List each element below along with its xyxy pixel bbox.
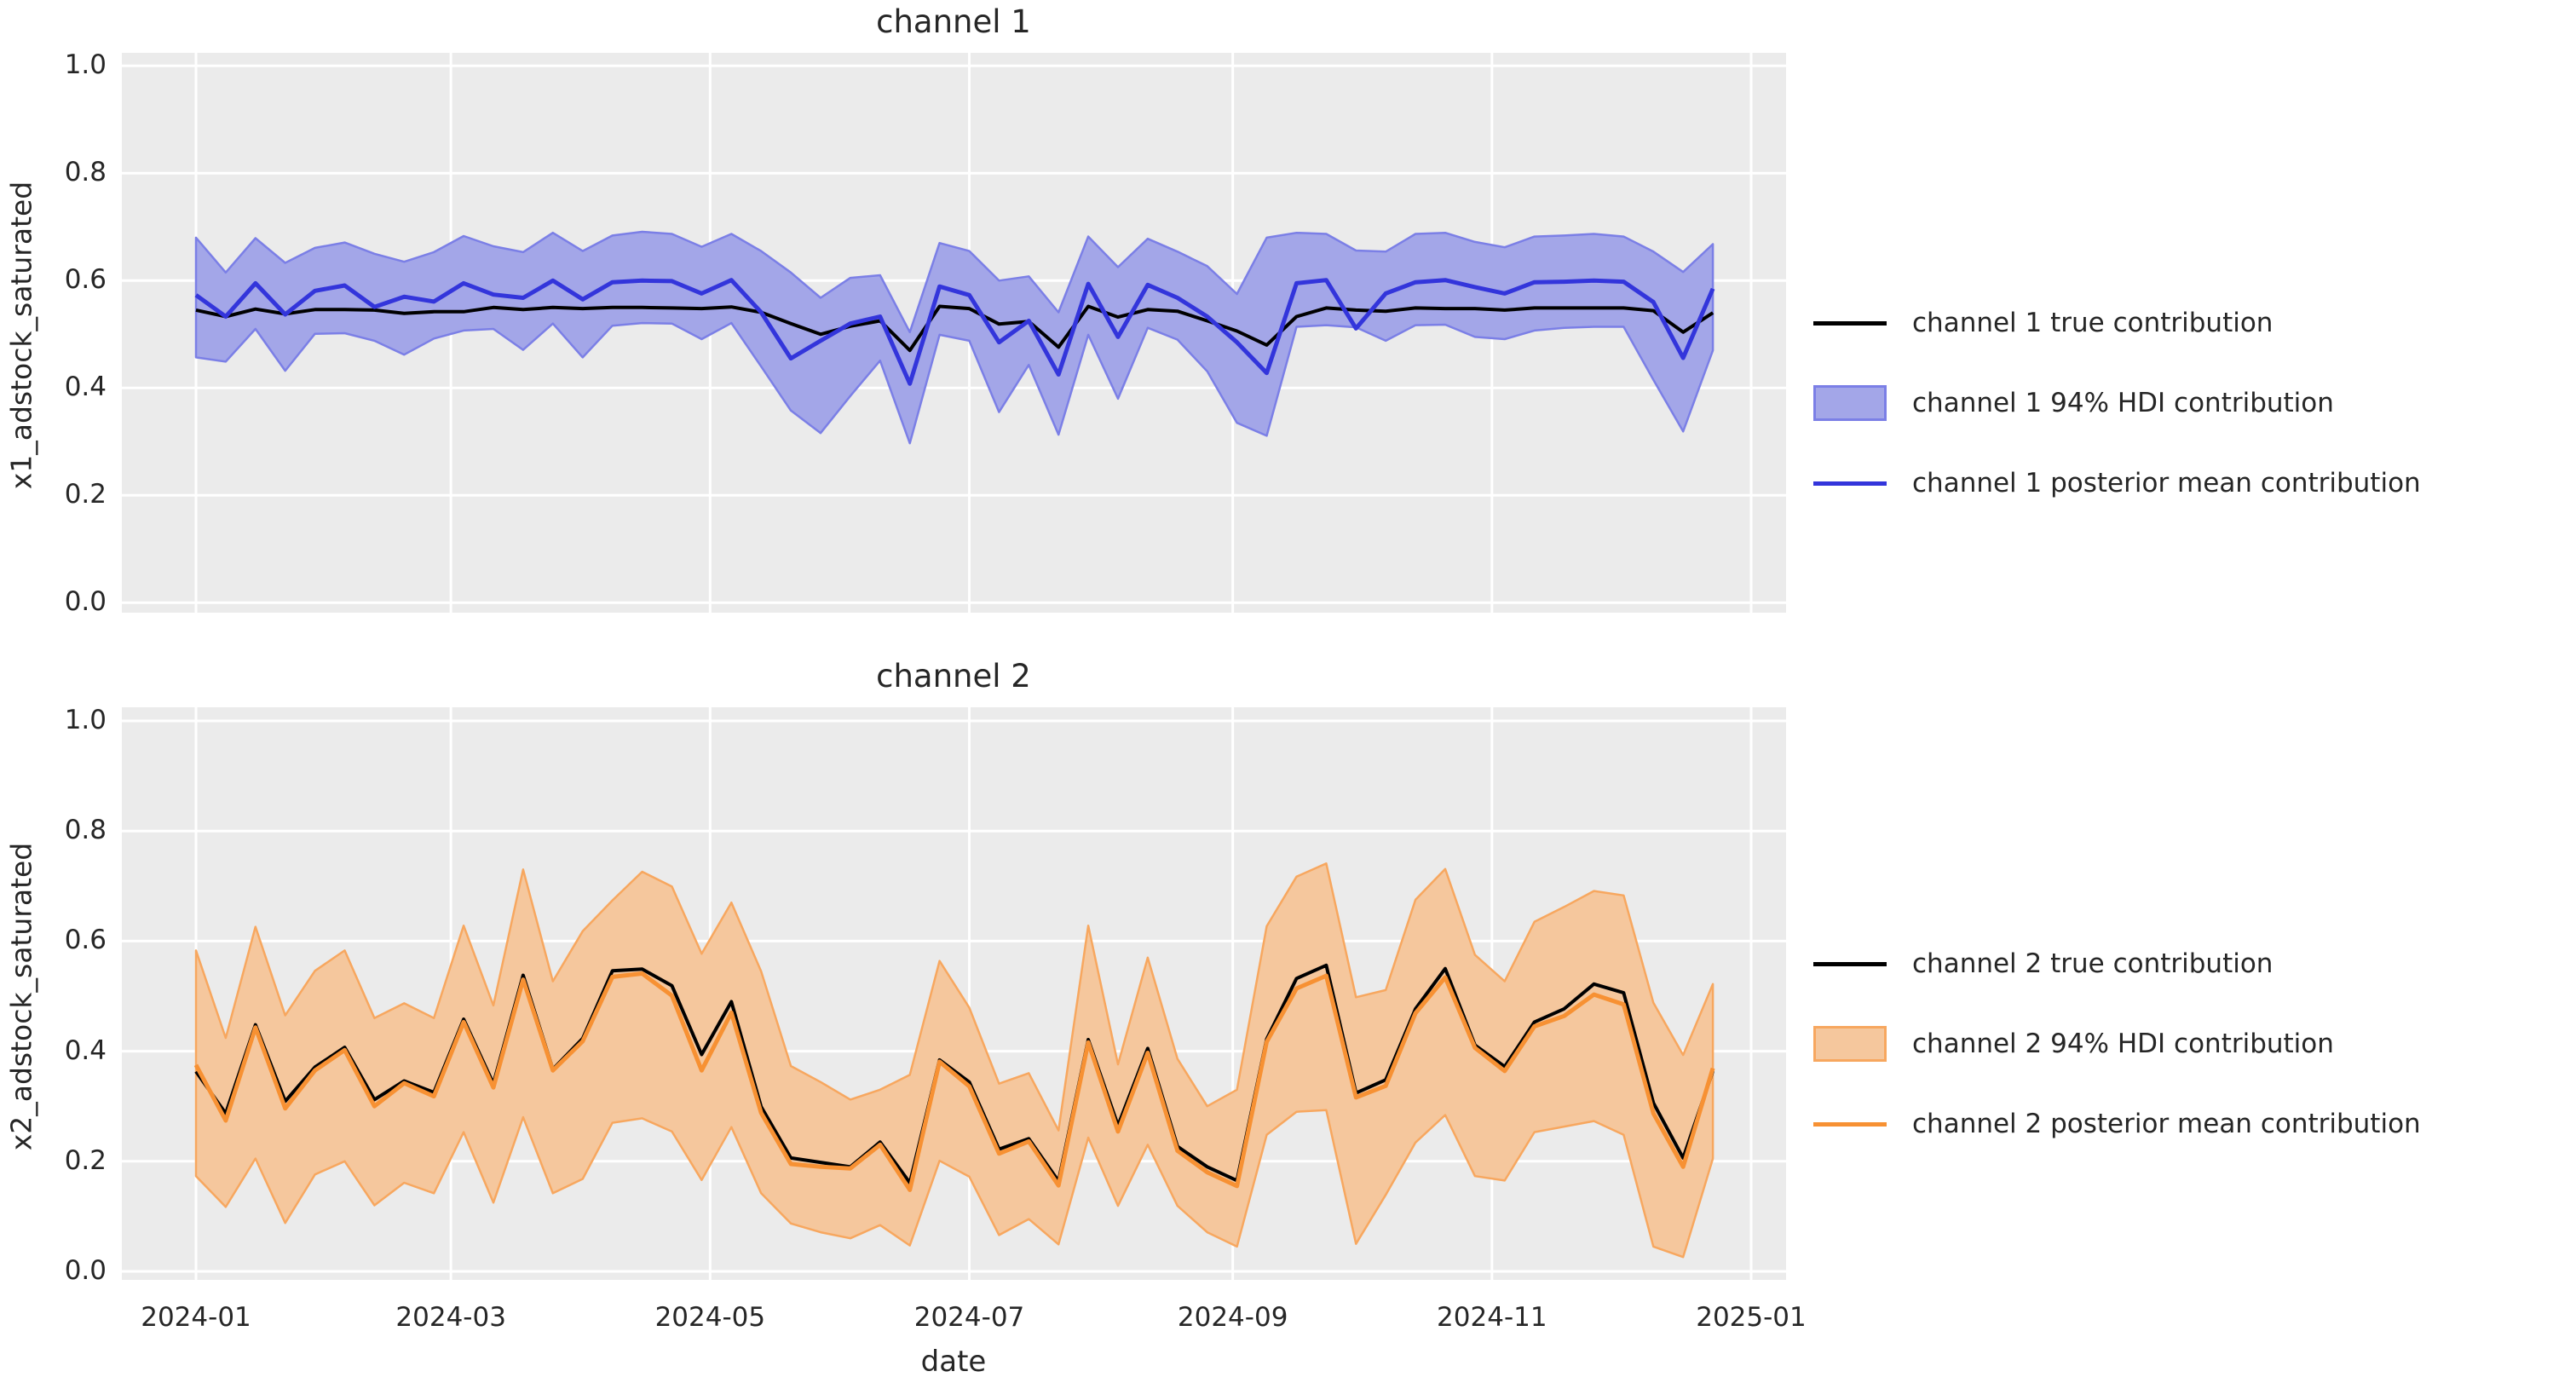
y-tick-label: 1.0	[64, 49, 107, 81]
y-tick-label: 0.8	[64, 815, 107, 846]
y-tick-label: 0.4	[64, 1034, 107, 1066]
legend-label: channel 1 posterior mean contribution	[1912, 468, 2421, 498]
chart2-title: channel 2	[876, 658, 1031, 694]
chart2-plot-area	[122, 707, 1786, 1280]
x-tick-label: 2024-07	[913, 1302, 1025, 1333]
legend-row: channel 1 94% HDI contribution	[1813, 378, 2421, 428]
y-tick-label: 0.4	[64, 372, 107, 403]
x-tick-label: 2024-11	[1437, 1302, 1547, 1333]
y-tick-label: 0.6	[64, 925, 107, 956]
y-tick-label: 0.0	[64, 586, 107, 618]
legend-label: channel 1 true contribution	[1912, 308, 2273, 338]
y-tick-label: 0.8	[64, 157, 107, 188]
chart1-svg	[122, 53, 1786, 613]
chart1-y-axis-label: x1_adstock_saturated	[4, 181, 38, 490]
true-contribution-line	[195, 304, 1714, 353]
x-tick-label: 2024-05	[654, 1302, 766, 1333]
x-tick-label: 2024-01	[141, 1302, 251, 1333]
chart2-legend: channel 2 true contribution channel 2 94…	[1813, 939, 2421, 1179]
chart2-svg	[122, 707, 1786, 1280]
legend-label: channel 2 true contribution	[1912, 948, 2273, 979]
chart2-y-axis-label: x2_adstock_saturated	[4, 842, 38, 1151]
legend-row: channel 2 94% HDI contribution	[1813, 1019, 2421, 1069]
y-tick-label: 0.2	[64, 1144, 107, 1176]
y-tick-label: 0.6	[64, 264, 107, 296]
legend-row: channel 1 posterior mean contribution	[1813, 458, 2421, 508]
hdi-band-swatch	[1813, 385, 1887, 421]
posterior-mean-line	[194, 278, 1715, 386]
x-tick-label: 2025-01	[1696, 1302, 1807, 1333]
legend-label: channel 1 94% HDI contribution	[1912, 388, 2334, 418]
x-tick-label: 2024-09	[1177, 1302, 1288, 1333]
posterior-mean-line	[193, 971, 1715, 1192]
true-line-swatch	[1813, 961, 1887, 966]
legend-row: channel 2 posterior mean contribution	[1813, 1099, 2421, 1149]
true-line-swatch	[1813, 320, 1887, 326]
y-tick-label: 1.0	[64, 705, 107, 735]
hdi-band	[194, 230, 1714, 445]
mean-line-swatch	[1813, 481, 1887, 486]
hdi-band-swatch	[1813, 1026, 1887, 1062]
y-tick-label: 0.2	[64, 479, 107, 510]
chart1-plot-area	[122, 53, 1786, 613]
y-tick-label: 0.0	[64, 1255, 107, 1286]
x-tick-label: 2024-03	[395, 1302, 506, 1333]
legend-row: channel 2 true contribution	[1813, 939, 2421, 988]
legend-row: channel 1 true contribution	[1813, 298, 2421, 348]
mean-line-swatch	[1813, 1121, 1887, 1127]
hdi-band	[194, 862, 1714, 1259]
legend-label: channel 2 posterior mean contribution	[1912, 1109, 2421, 1139]
x-axis-label: date	[920, 1345, 987, 1379]
chart1-legend: channel 1 true contribution channel 1 94…	[1813, 298, 2421, 539]
chart1-title: channel 1	[876, 3, 1031, 40]
legend-label: channel 2 94% HDI contribution	[1912, 1029, 2334, 1059]
